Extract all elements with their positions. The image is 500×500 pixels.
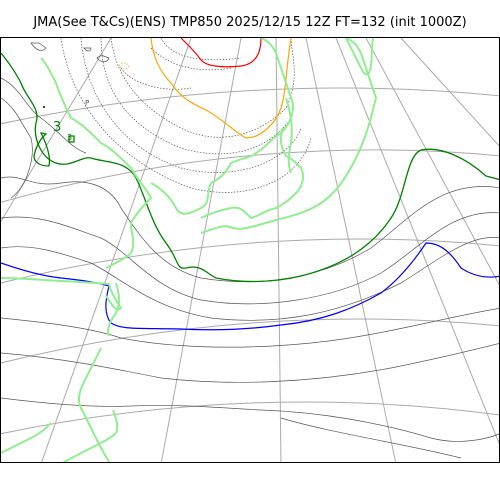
red-isotherm: [180, 38, 262, 68]
latitude-line: [1, 149, 499, 203]
graticule: [1, 38, 499, 462]
longitude-line: [365, 38, 499, 286]
coastline-southwest: [1, 422, 52, 454]
weather-map: P 3 3: [0, 37, 500, 463]
longitude-line: [41, 38, 192, 462]
small-contour-feature: [118, 62, 130, 70]
longitude-line: [275, 38, 282, 462]
orange-isotherm: [150, 38, 292, 139]
coastlines: [1, 38, 377, 462]
latitude-line: [1, 87, 499, 125]
map-title: JMA(See T&Cs)(ENS) TMP850 2025/12/15 12Z…: [33, 15, 467, 30]
coastline-south-2: [62, 409, 119, 462]
zero-isotherm: [1, 52, 499, 283]
zero-isotherm-inner: [33, 132, 51, 167]
isotherm-label-small: 3: [67, 133, 73, 142]
latitude-line: [1, 238, 499, 284]
solid-contours: [1, 42, 499, 459]
latitude-line: [1, 318, 499, 364]
longitude-line: [160, 38, 242, 462]
map-dot: [43, 106, 45, 108]
coastline-korea: [107, 282, 120, 337]
coastline-islands: [200, 127, 305, 219]
coastline-south: [77, 347, 111, 462]
longitude-line: [400, 38, 499, 147]
blue-isotherm: [1, 242, 499, 331]
longitude-line: [335, 38, 499, 445]
dotted-contours: [60, 38, 312, 193]
coastline-mainland: [1, 277, 122, 311]
coastline-peninsula: [40, 57, 152, 269]
coastline-kamchatka: [345, 38, 374, 76]
pressure-label: P: [85, 99, 90, 107]
map-mark: [68, 135, 75, 143]
map-canvas: [1, 38, 499, 462]
longitude-line: [305, 38, 397, 462]
latitude-line: [1, 401, 499, 435]
coastline-sakhalin: [285, 97, 293, 174]
coastline-east: [150, 38, 294, 215]
coastline-japan: [200, 38, 377, 234]
longitude-line: [1, 38, 112, 223]
isotherm-label: 3: [53, 120, 62, 135]
